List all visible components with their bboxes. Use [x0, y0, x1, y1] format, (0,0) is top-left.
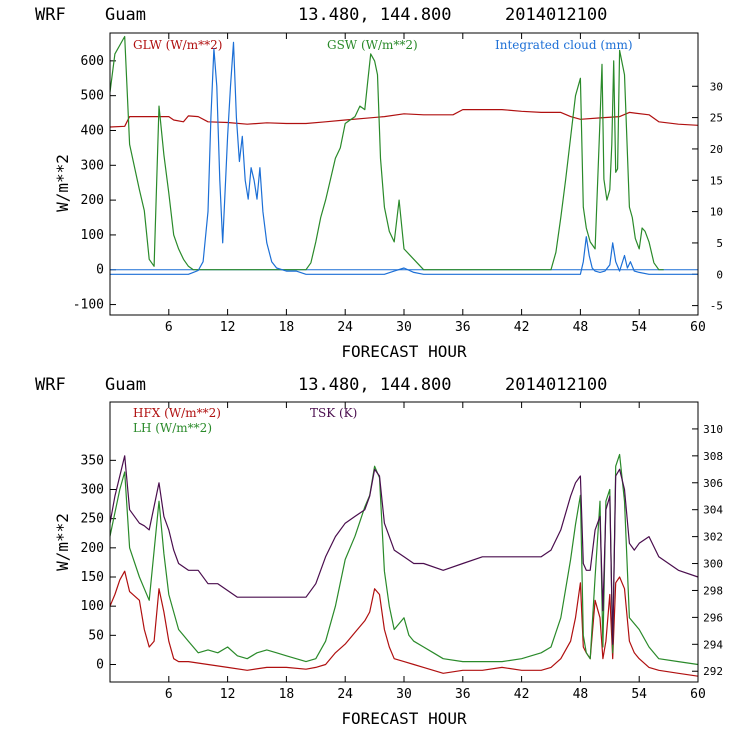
- x-tick-label: 12: [220, 687, 236, 702]
- x-tick-label: 48: [573, 687, 589, 702]
- y2-tick-label: 25: [710, 112, 723, 125]
- y2-tick-label: 30: [710, 80, 723, 93]
- x-tick-label: 18: [279, 320, 295, 335]
- legend-hfx: HFX (W/m**2): [133, 406, 221, 420]
- header-model: WRF: [35, 5, 66, 25]
- y2-tick-label: -5: [710, 300, 723, 313]
- y-tick-label: 400: [81, 123, 104, 138]
- y2-tick-label: 300: [703, 558, 723, 571]
- header-model: WRF: [35, 375, 66, 395]
- y-tick-label: 500: [81, 89, 104, 104]
- y2-tick-label: 15: [710, 174, 723, 187]
- y2-tick-label: 292: [703, 665, 723, 678]
- y-tick-label: 0: [96, 263, 104, 278]
- y2-tick-label: 294: [703, 638, 723, 651]
- x-tick-label: 18: [279, 687, 295, 702]
- series-line-integrated: [110, 41, 698, 275]
- y-axis-label: W/m**2: [53, 154, 72, 212]
- y-tick-label: 50: [88, 628, 104, 643]
- x-tick-label: 12: [220, 320, 236, 335]
- y-tick-label: -100: [73, 298, 104, 313]
- x-tick-label: 42: [514, 687, 530, 702]
- y2-tick-label: 310: [703, 423, 723, 436]
- y-tick-label: 0: [96, 658, 104, 673]
- y-tick-label: 350: [81, 453, 104, 468]
- x-tick-label: 54: [631, 320, 647, 335]
- header-site: Guam: [105, 5, 146, 25]
- x-tick-label: 30: [396, 687, 412, 702]
- y2-tick-label: 304: [703, 504, 723, 517]
- header-coords: 13.480, 144.800: [298, 375, 452, 395]
- header-site: Guam: [105, 375, 146, 395]
- x-tick-label: 24: [337, 320, 353, 335]
- x-axis-label: FORECAST HOUR: [341, 709, 467, 728]
- series-line-hfx: [109, 570, 699, 677]
- y-tick-label: 250: [81, 512, 104, 527]
- x-tick-label: 48: [573, 320, 589, 335]
- x-tick-label: 6: [165, 687, 173, 702]
- surface-flux-panel: WRF Guam 13.480, 144.800 2014012100 HFX …: [35, 375, 723, 728]
- legend-lh: LH (W/m**2): [133, 421, 212, 435]
- series-line-glw: [109, 109, 699, 128]
- x-axis-label: FORECAST HOUR: [341, 342, 467, 361]
- legend-tsk: TSK (K): [310, 406, 357, 420]
- y2-tick-label: 306: [703, 477, 723, 490]
- legend-integrated-cloud: Integrated cloud (mm): [495, 38, 633, 52]
- y-tick-label: 600: [81, 54, 104, 69]
- y-tick-label: 100: [81, 228, 104, 243]
- y-tick-label: 300: [81, 158, 104, 173]
- plot-frame: [109, 32, 699, 316]
- plot-frame: [109, 401, 699, 683]
- y-tick-label: 300: [81, 483, 104, 498]
- x-tick-label: 6: [165, 320, 173, 335]
- y2-tick-label: 5: [716, 237, 723, 250]
- y-tick-label: 200: [81, 541, 104, 556]
- series-line-lh: [109, 453, 699, 666]
- x-tick-label: 60: [690, 687, 706, 702]
- y2-tick-label: 298: [703, 584, 723, 597]
- y-tick-label: 200: [81, 193, 104, 208]
- radiation-panel: WRF Guam 13.480, 144.800 2014012100 GLW …: [35, 5, 723, 361]
- legend-glw: GLW (W/m**2): [133, 38, 222, 52]
- x-tick-label: 24: [337, 687, 353, 702]
- y-axis-label: W/m**2: [53, 513, 72, 571]
- y2-tick-label: 296: [703, 611, 723, 624]
- header-init-time: 2014012100: [505, 5, 607, 25]
- y-tick-label: 100: [81, 599, 104, 614]
- y2-tick-label: 302: [703, 531, 723, 544]
- y-tick-label: 150: [81, 570, 104, 585]
- x-tick-label: 36: [455, 320, 471, 335]
- x-tick-label: 54: [631, 687, 647, 702]
- header-init-time: 2014012100: [505, 375, 607, 395]
- legend-gsw: GSW (W/m**2): [327, 38, 418, 52]
- x-tick-label: 42: [514, 320, 530, 335]
- x-tick-label: 30: [396, 320, 412, 335]
- x-tick-label: 60: [690, 320, 706, 335]
- y2-tick-label: 10: [710, 206, 723, 219]
- series-line-gsw: [109, 35, 664, 271]
- y2-tick-label: 0: [716, 268, 723, 281]
- x-tick-label: 36: [455, 687, 471, 702]
- header-coords: 13.480, 144.800: [298, 5, 452, 25]
- y2-tick-label: 308: [703, 450, 723, 463]
- y2-tick-label: 20: [710, 143, 723, 156]
- series-line-tsk: [109, 455, 699, 645]
